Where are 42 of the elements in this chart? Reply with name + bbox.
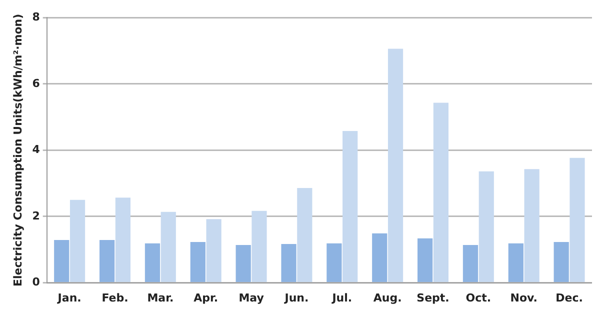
x-tick-label: Oct. [466,291,492,304]
bar [281,244,296,282]
bar [524,169,540,282]
x-tick-label: Jul. [331,291,352,304]
bar [478,171,494,282]
bar [206,219,222,282]
x-tick-label: Nov. [510,291,538,304]
y-tick-label: 0 [32,276,40,289]
bar [342,130,358,282]
bar [372,233,388,282]
y-tick-label: 8 [32,10,40,24]
bar [462,245,478,282]
bar [417,238,433,282]
bar [190,242,206,282]
bar [144,243,160,282]
x-tick-label: Feb. [102,291,128,304]
bar [570,158,585,282]
x-tick-label: Dec. [556,291,583,304]
y-tick-label: 2 [32,209,40,222]
y-tick-label: 6 [32,76,40,90]
x-tick-label: Aug. [373,291,402,304]
x-tick-label: Apr. [194,291,218,304]
bar [297,188,312,282]
x-tick-label: May [238,291,264,304]
y-axis-title: Electricity Consumption Units(kWh/m²·mon) [11,14,24,287]
bar [99,240,115,282]
bar [70,200,86,282]
x-tick-label: Mar. [147,291,174,304]
bar [388,48,404,282]
x-tick-label: Jan. [56,291,82,304]
bar [115,198,130,282]
bar [252,210,267,282]
y-tick-label: 4 [32,143,40,156]
bar [433,102,448,282]
bar [236,245,251,282]
x-tick-label: Jun. [284,291,309,304]
bar [326,243,342,282]
bar [554,242,569,282]
bar [508,243,524,282]
bar [54,240,70,282]
bar [160,212,176,282]
x-tick-label: Sept. [416,291,450,304]
